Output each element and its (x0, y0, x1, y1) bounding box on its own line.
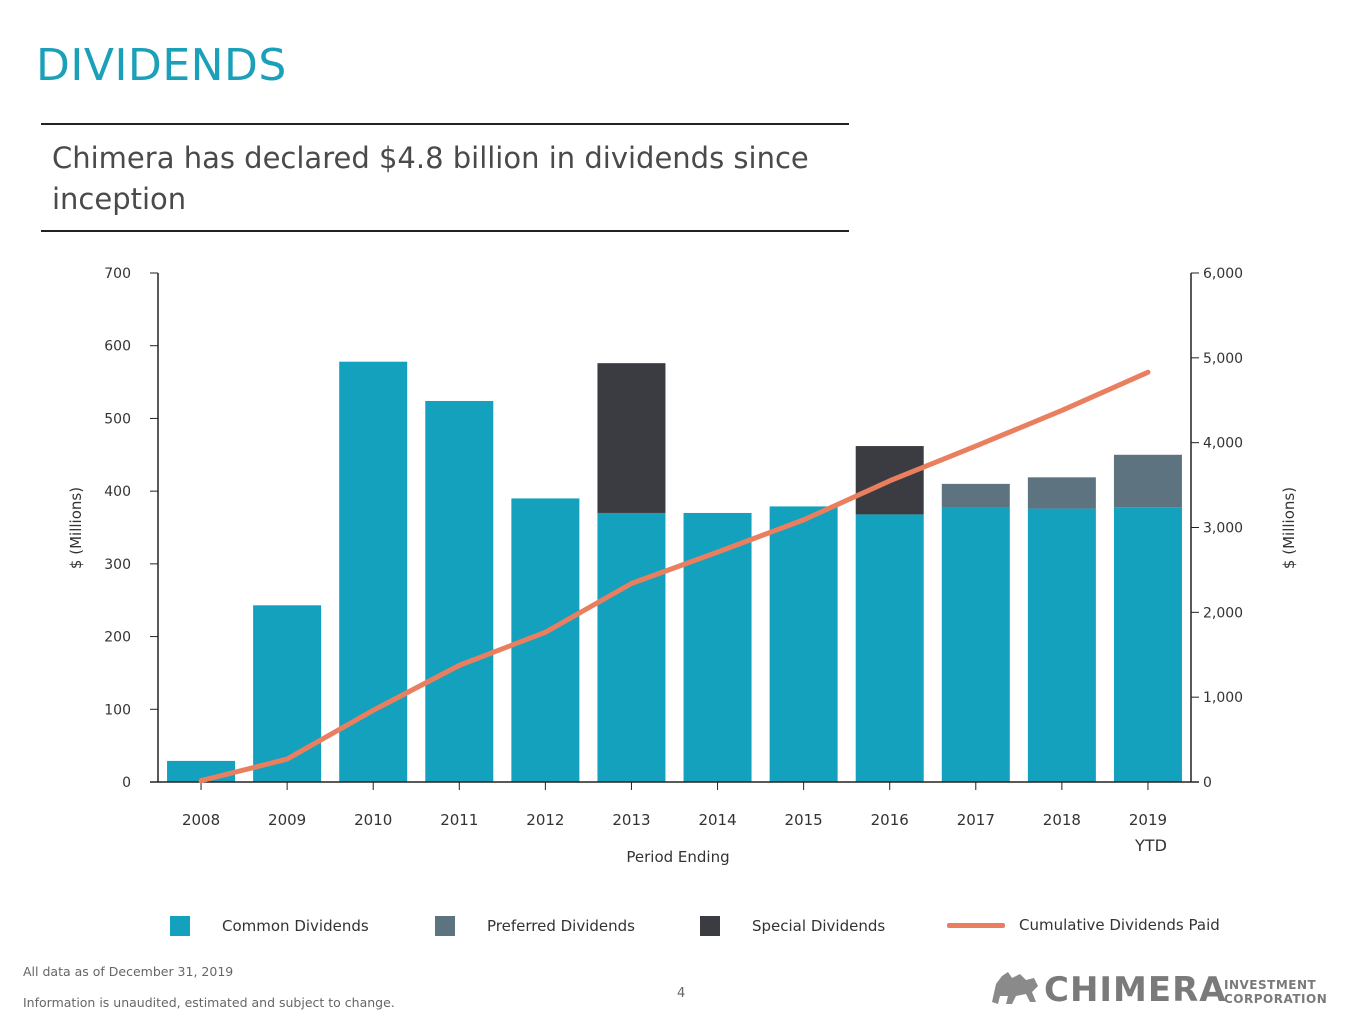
y-tick-label-left: 700 (104, 266, 131, 282)
legend-item-preferred: Preferred Dividends (435, 916, 635, 936)
x-tick-sublabel: YTD (1134, 836, 1167, 855)
subtitle-top-rule (41, 123, 849, 125)
page-number: 4 (677, 986, 686, 1001)
footnote-disclaimer: Information is unaudited, estimated and … (23, 995, 395, 1010)
y-tick-label-right: 0 (1203, 775, 1212, 791)
x-tick-label: 2009 (268, 811, 306, 829)
x-tick-label: 2014 (698, 811, 736, 829)
legend-swatch-common (170, 916, 190, 936)
x-tick-label: 2015 (785, 811, 823, 829)
bar-preferred-dividends-2018 (1027, 477, 1096, 509)
bar-common-dividends-2015 (769, 506, 838, 782)
x-tick-label: 2011 (440, 811, 478, 829)
y-axis-title-right: $ (Millions) (1280, 487, 1298, 569)
legend-line-cumulative (947, 922, 1005, 928)
y-tick-label-left: 300 (104, 557, 131, 573)
dividends-chart: 0 100 200 300 400 500 600 700 0 1,000 2,000 3,000 4,… (67, 266, 1298, 866)
legend-item-special: Special Dividends (700, 916, 885, 936)
x-tick-label: 2016 (871, 811, 909, 829)
y-tick-label-right: 2,000 (1203, 605, 1243, 621)
bar-common-dividends-2010 (339, 361, 408, 782)
logo-sub-investment: INVESTMENT (1224, 978, 1317, 992)
bar-common-dividends-2017 (941, 507, 1010, 782)
x-tick-label: 2019 (1129, 811, 1167, 829)
y-tick-label-left: 0 (122, 775, 131, 791)
y-tick-label-left: 200 (104, 630, 131, 646)
y-tick-label-right: 1,000 (1203, 690, 1243, 706)
series-line-cumulative-dividends (198, 369, 1151, 784)
bar-common-dividends-2011 (425, 400, 494, 782)
legend-item-cumulative: Cumulative Dividends Paid (947, 916, 1220, 934)
x-tick-label: 2010 (354, 811, 392, 829)
legend-label-special: Special Dividends (752, 917, 886, 935)
legend-swatch-special (700, 916, 720, 936)
x-tick-label: 2012 (526, 811, 564, 829)
legend-swatch-preferred (435, 916, 455, 936)
x-tick-label: 2018 (1043, 811, 1081, 829)
bar-common-dividends-2013 (597, 512, 666, 782)
legend-label-preferred: Preferred Dividends (487, 917, 635, 935)
logo-wordmark: CHIMERA (1044, 970, 1227, 1010)
bar-common-dividends-2016 (855, 514, 924, 782)
x-tick-label: 2017 (957, 811, 995, 829)
chimera-emblem-icon (992, 972, 1038, 1004)
bar-preferred-dividends-2019 (1113, 454, 1182, 508)
y-tick-label-left: 100 (104, 702, 131, 718)
y-tick-label-right: 5,000 (1203, 351, 1243, 367)
x-tick-label: 2013 (612, 811, 650, 829)
bar-common-dividends-2018 (1027, 508, 1096, 782)
y-tick-label-right: 4,000 (1203, 436, 1243, 452)
y-tick-label-right: 3,000 (1203, 521, 1243, 537)
x-tick-label: 2008 (182, 811, 220, 829)
y-tick-label-left: 600 (104, 339, 131, 355)
bar-common-dividends-2009 (253, 605, 322, 782)
chart-legend: Common Dividends Preferred Dividends Spe… (0, 916, 1365, 940)
page-subtitle: Chimera has declared $4.8 billion in div… (52, 141, 809, 216)
legend-item-common: Common Dividends (170, 916, 369, 936)
y-tick-label-left: 500 (104, 411, 131, 427)
bar-preferred-dividends-2017 (941, 483, 1010, 508)
y-tick-label-left: 400 (104, 484, 131, 500)
x-axis-title: Period Ending (626, 848, 729, 866)
subtitle-bottom-rule (41, 230, 849, 232)
logo-sub-corporation: CORPORATION (1224, 992, 1328, 1006)
y-axis-title-left: $ (Millions) (67, 487, 85, 569)
y-tick-label-right: 6,000 (1203, 266, 1243, 282)
footnote-data-date: All data as of December 31, 2019 (23, 964, 234, 979)
bar-special-dividends-2013 (597, 363, 666, 513)
bar-common-dividends-2019 (1113, 507, 1182, 782)
chimera-logo: CHIMERA INVESTMENT CORPORATION (986, 964, 1346, 1012)
legend-label-cumulative: Cumulative Dividends Paid (1019, 916, 1220, 934)
page-title: DIVIDENDS (36, 40, 287, 91)
legend-label-common: Common Dividends (222, 917, 369, 935)
